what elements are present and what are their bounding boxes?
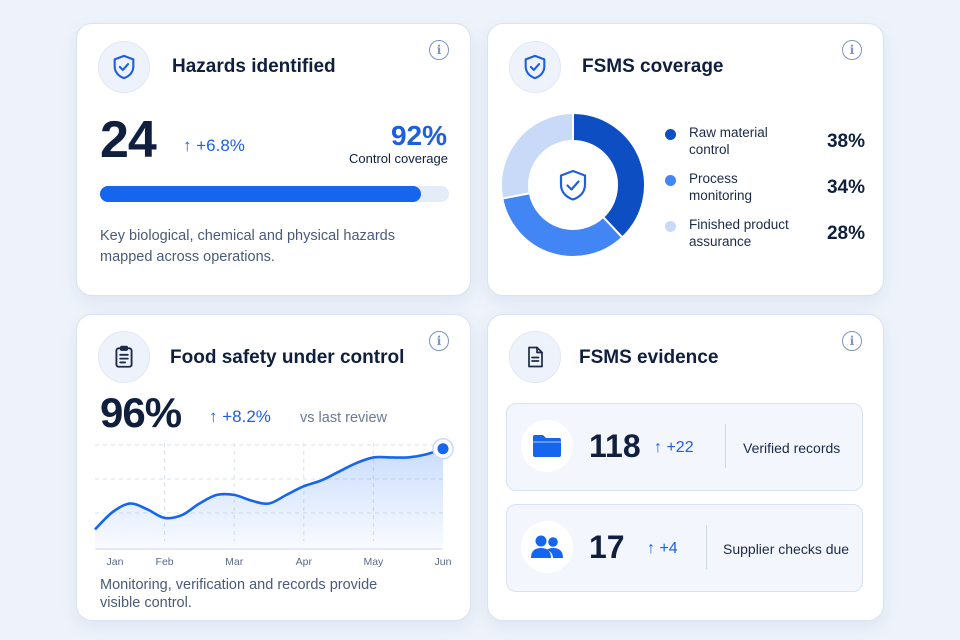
hazards-count: 24 (100, 111, 157, 169)
legend-dot (665, 175, 676, 186)
info-icon[interactable]: i (842, 331, 862, 351)
evidence-item-verified-records[interactable]: 118 ↑ +22 Verified records (506, 403, 863, 491)
document-icon (509, 331, 561, 383)
legend-label: Raw material control (689, 125, 768, 157)
legend-value: 28% (826, 223, 865, 244)
evidence-delta: ↑ +22 (654, 439, 694, 456)
evidence-label: Verified records (743, 440, 841, 456)
legend-label: Process monitoring (689, 171, 753, 203)
evidence-card: FSMS evidence i 118 ↑ +22 Verified recor… (487, 314, 884, 621)
shield-check-icon (98, 41, 150, 93)
donut-slice (572, 112, 646, 239)
donut-slice (501, 192, 624, 258)
hazards-card: Hazards identified i 24 ↑ +6.8% 92% Cont… (76, 23, 471, 296)
card-title: FSMS coverage (582, 56, 724, 77)
x-tick-label: Apr (296, 556, 313, 568)
info-icon[interactable]: i (842, 40, 862, 60)
coverage-card: FSMS coverage i Raw material control 38%… (487, 23, 884, 296)
card-title: Hazards identified (172, 56, 336, 77)
hazards-delta: ↑ +6.8% (183, 136, 245, 155)
shield-check-icon (509, 41, 561, 93)
info-icon[interactable]: i (429, 331, 449, 351)
x-tick-label: May (363, 556, 384, 568)
food-safety-value: 96% (100, 389, 182, 436)
trend-area-chart: Jan Feb Mar Apr May Jun (94, 438, 454, 568)
x-tick-label: Jan (107, 556, 124, 568)
donut-slice (500, 112, 574, 200)
x-tick-label: Jun (435, 556, 452, 568)
trend-area (95, 448, 443, 549)
clipboard-icon (98, 331, 150, 383)
info-icon[interactable]: i (429, 40, 449, 60)
legend-dot (665, 221, 676, 232)
card-title: Food safety under control (170, 347, 405, 368)
evidence-item-supplier-checks[interactable]: 17 ↑ +4 Supplier checks due (506, 504, 863, 592)
food-safety-card: Food safety under control i 96% ↑ +8.2% … (76, 314, 471, 621)
legend-item: Process monitoring 34% (663, 170, 868, 210)
control-coverage-value: 92% (390, 120, 447, 151)
legend-value: 34% (826, 177, 865, 198)
food-safety-description: Monitoring, verification and records pro… (100, 577, 378, 611)
food-safety-delta: ↑ +8.2% (209, 407, 271, 426)
legend-value: 38% (826, 131, 865, 152)
card-title: FSMS evidence (579, 347, 719, 368)
evidence-value: 118 (589, 428, 641, 464)
food-safety-compare: vs last review (300, 410, 388, 426)
legend-item: Raw material control 38% (663, 124, 868, 164)
shield-check-icon (559, 169, 587, 201)
x-tick-label: Feb (156, 556, 174, 568)
trend-end-marker (437, 443, 449, 455)
control-coverage-label: Control coverage (349, 151, 448, 166)
evidence-label: Supplier checks due (723, 541, 850, 557)
divider (706, 525, 707, 569)
coverage-progress-bar (100, 186, 449, 202)
coverage-progress-fill (100, 186, 422, 202)
legend-dot (665, 129, 676, 140)
coverage-donut-chart (500, 112, 646, 258)
trend-line (94, 447, 444, 531)
evidence-value: 17 (589, 529, 625, 565)
hazards-description: Key biological, chemical and physical ha… (100, 228, 395, 265)
divider (725, 424, 726, 468)
folder-icon (521, 420, 573, 472)
evidence-delta: ↑ +4 (647, 540, 678, 557)
x-tick-label: Mar (225, 556, 244, 568)
legend-label: Finished product assurance (689, 217, 789, 249)
users-icon (521, 521, 573, 573)
legend-item: Finished product assurance 28% (663, 216, 868, 256)
